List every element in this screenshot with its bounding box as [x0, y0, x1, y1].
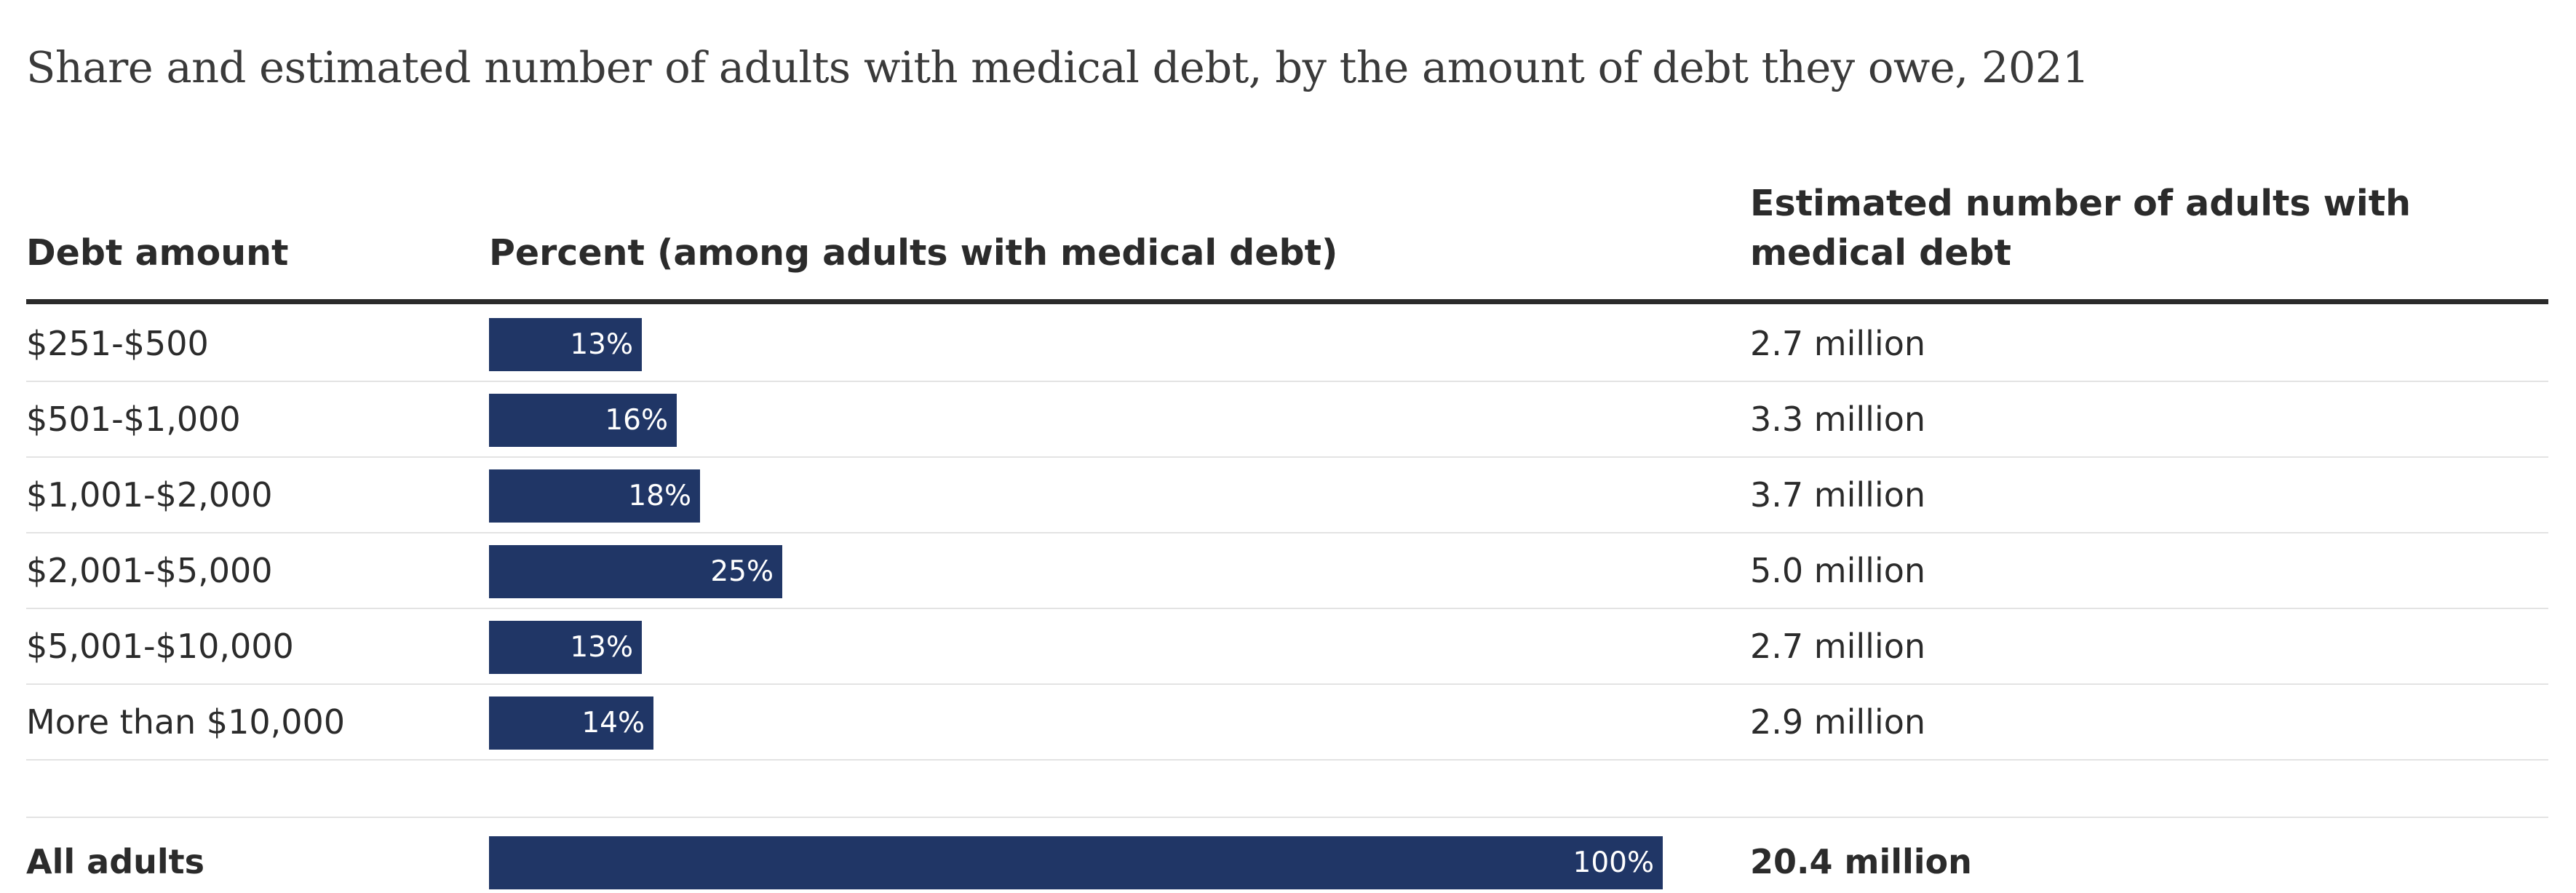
section-divider	[26, 817, 2548, 818]
row-divider	[26, 456, 2548, 458]
header-rule	[26, 299, 2548, 304]
column-header-debt-amount: Debt amount	[26, 232, 289, 274]
estimated-count: 3.3 million	[1750, 400, 1926, 439]
estimated-count: 5.0 million	[1750, 551, 1926, 590]
bar-value-label: 100%	[1573, 846, 1655, 879]
bar: 16%	[489, 394, 677, 447]
category-label: $2,001-$5,000	[26, 551, 273, 590]
total-row: All adults 100% 20.4 million	[0, 824, 2576, 893]
bar: 14%	[489, 696, 653, 750]
row-divider	[26, 683, 2548, 685]
bar: 18%	[489, 469, 700, 523]
table-row: $2,001-$5,000 25% 5.0 million	[0, 533, 2576, 608]
row-divider	[26, 532, 2548, 533]
category-label: $501-$1,000	[26, 400, 241, 439]
row-divider	[26, 759, 2548, 761]
bar-value-label: 14%	[581, 707, 645, 739]
bar-value-label: 13%	[570, 631, 633, 664]
table-row: $501-$1,000 16% 3.3 million	[0, 381, 2576, 457]
bar: 13%	[489, 318, 642, 371]
bar: 13%	[489, 621, 642, 674]
column-header-estimated-number: Estimated number of adults with medical …	[1750, 183, 2412, 274]
estimated-count: 2.9 million	[1750, 702, 1926, 742]
bar-value-label: 18%	[628, 480, 691, 512]
bar-value-label: 25%	[710, 555, 774, 588]
row-divider	[26, 381, 2548, 382]
estimated-count: 2.7 million	[1750, 627, 1926, 666]
bar-value-label: 13%	[570, 328, 633, 361]
table-row: $251-$500 13% 2.7 million	[0, 306, 2576, 381]
total-bar: 100%	[489, 836, 1663, 889]
category-label: $5,001-$10,000	[26, 627, 294, 666]
category-label: More than $10,000	[26, 702, 346, 742]
bar: 25%	[489, 545, 782, 598]
table-row: More than $10,000 14% 2.9 million	[0, 684, 2576, 760]
bar-value-label: 16%	[605, 404, 668, 437]
chart-title: Share and estimated number of adults wit…	[26, 42, 2089, 92]
category-label: $251-$500	[26, 324, 209, 363]
estimated-count: 2.7 million	[1750, 324, 1926, 363]
total-count: 20.4 million	[1750, 842, 1972, 881]
row-divider	[26, 608, 2548, 609]
table-row: $5,001-$10,000 13% 2.7 million	[0, 608, 2576, 684]
estimated-count: 3.7 million	[1750, 475, 1926, 515]
table-row: $1,001-$2,000 18% 3.7 million	[0, 457, 2576, 533]
column-header-percent: Percent (among adults with medical debt)	[489, 232, 1338, 274]
total-label: All adults	[26, 842, 205, 881]
category-label: $1,001-$2,000	[26, 475, 273, 515]
